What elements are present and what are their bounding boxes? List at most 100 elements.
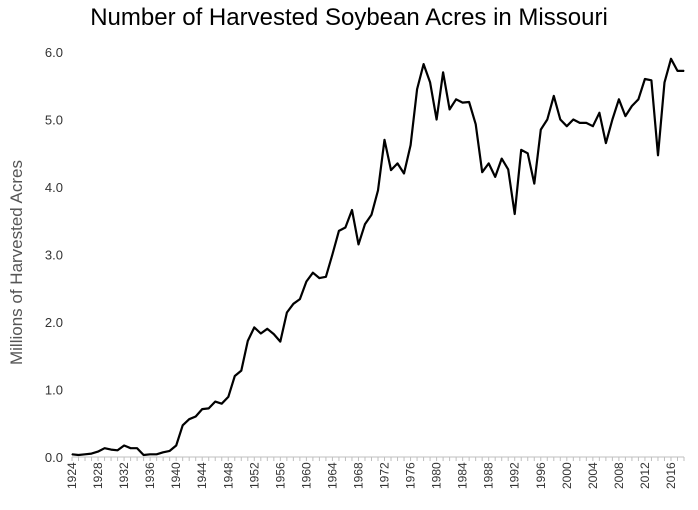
x-tick-label: 1980 — [430, 462, 444, 489]
data-point — [494, 176, 496, 178]
data-point — [618, 98, 620, 100]
data-point — [260, 332, 262, 335]
data-point — [390, 169, 392, 171]
y-tick-label: 1.0 — [45, 383, 63, 398]
data-point — [572, 118, 574, 121]
series-group — [71, 57, 685, 457]
x-tick-label: 1932 — [117, 462, 131, 489]
data-point — [227, 396, 229, 398]
data-point — [663, 81, 666, 83]
data-point — [422, 63, 425, 65]
data-point — [377, 189, 379, 191]
x-tick-label: 1948 — [221, 462, 235, 489]
data-point — [579, 122, 581, 124]
x-tick-label: 1992 — [508, 462, 522, 489]
y-tick-label: 3.0 — [45, 248, 63, 263]
data-point — [214, 401, 216, 403]
data-point — [110, 448, 112, 451]
data-point — [644, 78, 646, 80]
data-point — [416, 88, 418, 90]
data-point — [650, 79, 653, 81]
data-point — [331, 253, 334, 256]
x-tick-label: 1964 — [325, 462, 339, 489]
data-point — [624, 115, 627, 117]
data-point — [175, 444, 177, 447]
data-point — [546, 118, 548, 121]
chart-title: Number of Harvested Soybean Acres in Mis… — [90, 4, 608, 31]
y-tick-label: 2.0 — [45, 315, 63, 330]
x-tick-label: 2016 — [664, 462, 678, 489]
data-point — [598, 112, 600, 114]
data-point — [657, 154, 659, 156]
data-point — [507, 168, 509, 171]
y-tick-label: 4.0 — [45, 180, 63, 195]
x-tick-label: 1940 — [169, 462, 183, 489]
x-tick-label: 1944 — [195, 462, 209, 489]
x-tick-label: 1924 — [65, 462, 79, 489]
data-point — [351, 209, 353, 211]
data-point — [143, 454, 145, 456]
data-point — [527, 152, 529, 154]
data-point — [266, 328, 268, 330]
data-point — [292, 303, 294, 305]
data-point — [540, 129, 542, 131]
data-point — [533, 183, 535, 185]
data-point — [149, 453, 151, 455]
data-point — [195, 415, 197, 418]
data-point — [240, 370, 242, 372]
data-point — [253, 326, 255, 328]
data-point — [488, 162, 490, 164]
x-tick-label: 2004 — [586, 462, 600, 489]
x-tick-label: 1976 — [404, 462, 418, 489]
data-point — [312, 272, 314, 274]
data-point — [318, 277, 321, 279]
data-point — [71, 453, 73, 455]
x-tick-label: 2008 — [612, 462, 626, 489]
y-tick-label: 6.0 — [45, 45, 63, 60]
data-point — [136, 447, 138, 449]
data-point — [592, 125, 594, 127]
x-tick-label: 1972 — [378, 462, 392, 489]
data-point — [182, 424, 184, 426]
data-point — [683, 70, 685, 72]
data-point — [273, 333, 275, 335]
data-point — [325, 276, 327, 278]
data-point — [188, 418, 190, 420]
x-tick-label: 1956 — [273, 462, 287, 489]
data-point — [462, 102, 464, 104]
x-tick-label: 2000 — [560, 462, 574, 489]
data-point — [116, 449, 119, 451]
series-line — [71, 57, 684, 457]
data-point — [403, 172, 405, 175]
x-tick-label: 1996 — [534, 462, 548, 489]
data-point — [383, 139, 386, 141]
x-tick-label: 1960 — [299, 462, 313, 489]
data-point — [429, 81, 431, 83]
data-point — [637, 98, 640, 100]
y-axis-label: Millions of Harvested Acres — [7, 160, 26, 365]
data-point — [247, 340, 249, 342]
data-point — [97, 451, 99, 453]
data-point — [156, 453, 158, 455]
data-point — [370, 214, 373, 216]
data-point — [631, 105, 633, 107]
data-point — [481, 171, 483, 173]
data-point — [221, 403, 223, 405]
data-point — [585, 122, 587, 124]
data-point — [123, 444, 125, 447]
data-point — [77, 454, 80, 456]
data-point — [84, 453, 86, 455]
data-point — [559, 118, 561, 121]
axes — [71, 456, 685, 461]
x-tick-label: 1952 — [247, 462, 261, 489]
data-point — [90, 453, 93, 455]
data-point — [514, 213, 516, 215]
tick-labels: 0.0 1.0 2.0 3.0 4.0 5.0 6.0 1924 1928 1932 1936 194… — [45, 45, 678, 489]
data-point — [468, 101, 470, 103]
data-point — [435, 118, 438, 121]
data-point — [201, 408, 203, 410]
data-point — [670, 58, 672, 60]
data-point — [208, 407, 210, 409]
